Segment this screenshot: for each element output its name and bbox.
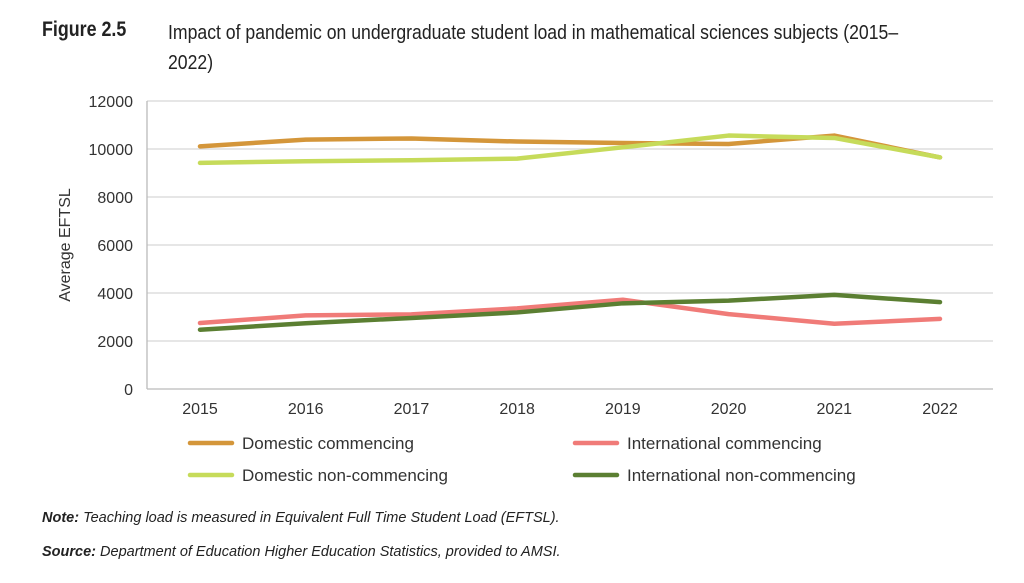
x-tick-label: 2021: [816, 401, 852, 418]
series-line-international-non-commencing: [197, 292, 943, 332]
legend-label: International non-commencing: [627, 466, 856, 485]
x-tick-label: 2015: [182, 401, 218, 418]
figure-label: Figure 2.5: [42, 18, 127, 41]
x-tick-label: 2020: [711, 401, 747, 418]
y-tick-label: 8000: [97, 190, 133, 207]
note: Note: Teaching load is measured in Equiv…: [42, 510, 560, 526]
legend-label: Domestic commencing: [242, 434, 414, 453]
x-tick-label: 2022: [922, 401, 958, 418]
note-label: Note:: [42, 510, 80, 526]
x-tick-label: 2019: [605, 401, 641, 418]
source-label: Source:: [42, 544, 96, 560]
legend-label: International commencing: [627, 434, 822, 453]
y-tick-label: 4000: [97, 286, 133, 303]
series-line-domestic-non-commencing: [197, 133, 943, 166]
x-tick-label: 2016: [288, 401, 324, 418]
y-tick-label: 12000: [89, 94, 134, 111]
source-text: Department of Education Higher Education…: [96, 544, 561, 560]
y-tick-label: 2000: [97, 334, 133, 351]
legend-label: Domestic non-commencing: [242, 466, 448, 485]
x-tick-label: 2018: [499, 401, 535, 418]
series-line-international-commencing: [197, 297, 943, 326]
y-tick-label: 6000: [97, 238, 133, 255]
source: Source: Department of Education Higher E…: [42, 544, 561, 560]
y-tick-label: 10000: [89, 142, 134, 159]
note-text: Teaching load is measured in Equivalent …: [79, 510, 560, 526]
y-axis-label: Average EFTSL: [57, 188, 74, 302]
y-tick-label: 0: [124, 382, 133, 399]
x-tick-label: 2017: [394, 401, 430, 418]
chart-title: Impact of pandemic on undergraduate stud…: [168, 21, 899, 74]
